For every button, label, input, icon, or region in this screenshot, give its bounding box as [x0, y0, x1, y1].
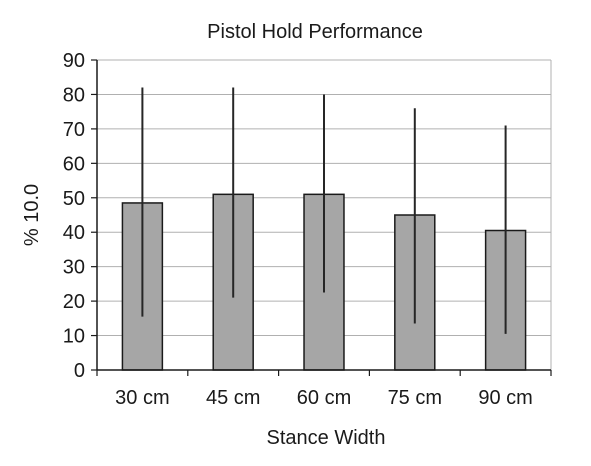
x-tick-label: 30 cm: [115, 387, 169, 409]
chart-title: Pistol Hold Performance: [207, 21, 423, 43]
x-tick-label: 45 cm: [206, 387, 260, 409]
y-tick-label: 60: [63, 153, 85, 175]
y-tick-label: 30: [63, 257, 85, 279]
x-tick-label: 75 cm: [388, 387, 442, 409]
y-tick-label: 80: [63, 84, 85, 106]
y-tick-label: 20: [63, 291, 85, 313]
x-tick-label: 90 cm: [478, 387, 532, 409]
x-tick-label: 60 cm: [297, 387, 351, 409]
label-layer: 0 10 20 30 40 50 60 70 80 90 30 cm 45 cm 60 cm 75 cm 9…: [63, 50, 533, 409]
y-axis-title: % 10.0: [21, 184, 43, 246]
y-tick-label: 70: [63, 119, 85, 141]
axis-layer: [91, 59, 552, 376]
y-tick-label: 40: [63, 222, 85, 244]
y-tick-label: 50: [63, 188, 85, 210]
y-tick-label: 10: [63, 326, 85, 348]
y-tick-label: 90: [63, 50, 85, 72]
x-axis-title: Stance Width: [267, 427, 386, 449]
y-tick-label: 0: [74, 360, 85, 382]
bar-layer: [121, 87, 527, 371]
